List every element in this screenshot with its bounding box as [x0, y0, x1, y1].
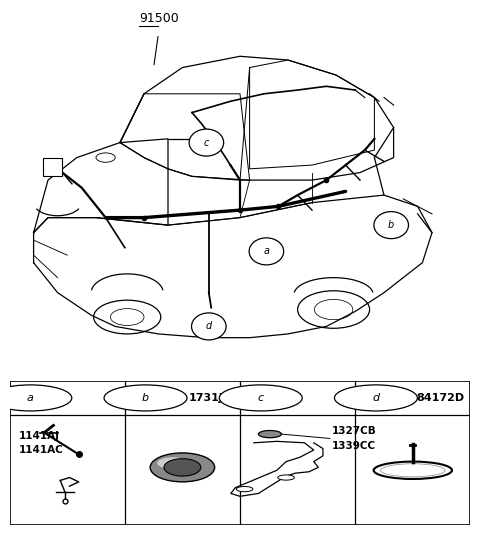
- Ellipse shape: [157, 457, 189, 469]
- Circle shape: [258, 430, 281, 438]
- Text: 1339CC: 1339CC: [332, 441, 376, 451]
- Circle shape: [0, 385, 72, 411]
- Circle shape: [278, 475, 294, 480]
- Text: 84172D: 84172D: [416, 393, 465, 403]
- Circle shape: [104, 385, 187, 411]
- Text: b: b: [388, 220, 395, 230]
- Circle shape: [189, 129, 224, 156]
- Text: 1141AJ: 1141AJ: [19, 430, 60, 441]
- Circle shape: [249, 238, 284, 265]
- Circle shape: [236, 487, 253, 492]
- Text: c: c: [204, 138, 209, 147]
- Ellipse shape: [150, 453, 215, 482]
- FancyBboxPatch shape: [43, 158, 62, 176]
- Text: 1141AC: 1141AC: [19, 445, 63, 455]
- Circle shape: [335, 385, 418, 411]
- Ellipse shape: [164, 459, 201, 476]
- Circle shape: [219, 385, 302, 411]
- Text: d: d: [372, 393, 380, 403]
- Text: 91500: 91500: [139, 12, 179, 25]
- Text: d: d: [205, 322, 212, 331]
- Circle shape: [192, 313, 226, 340]
- Text: a: a: [27, 393, 34, 403]
- Circle shape: [374, 212, 408, 239]
- Text: b: b: [142, 393, 149, 403]
- Text: 1731JF: 1731JF: [189, 393, 231, 403]
- Text: 1327CB: 1327CB: [332, 426, 377, 436]
- Text: c: c: [258, 393, 264, 403]
- Text: a: a: [264, 247, 269, 256]
